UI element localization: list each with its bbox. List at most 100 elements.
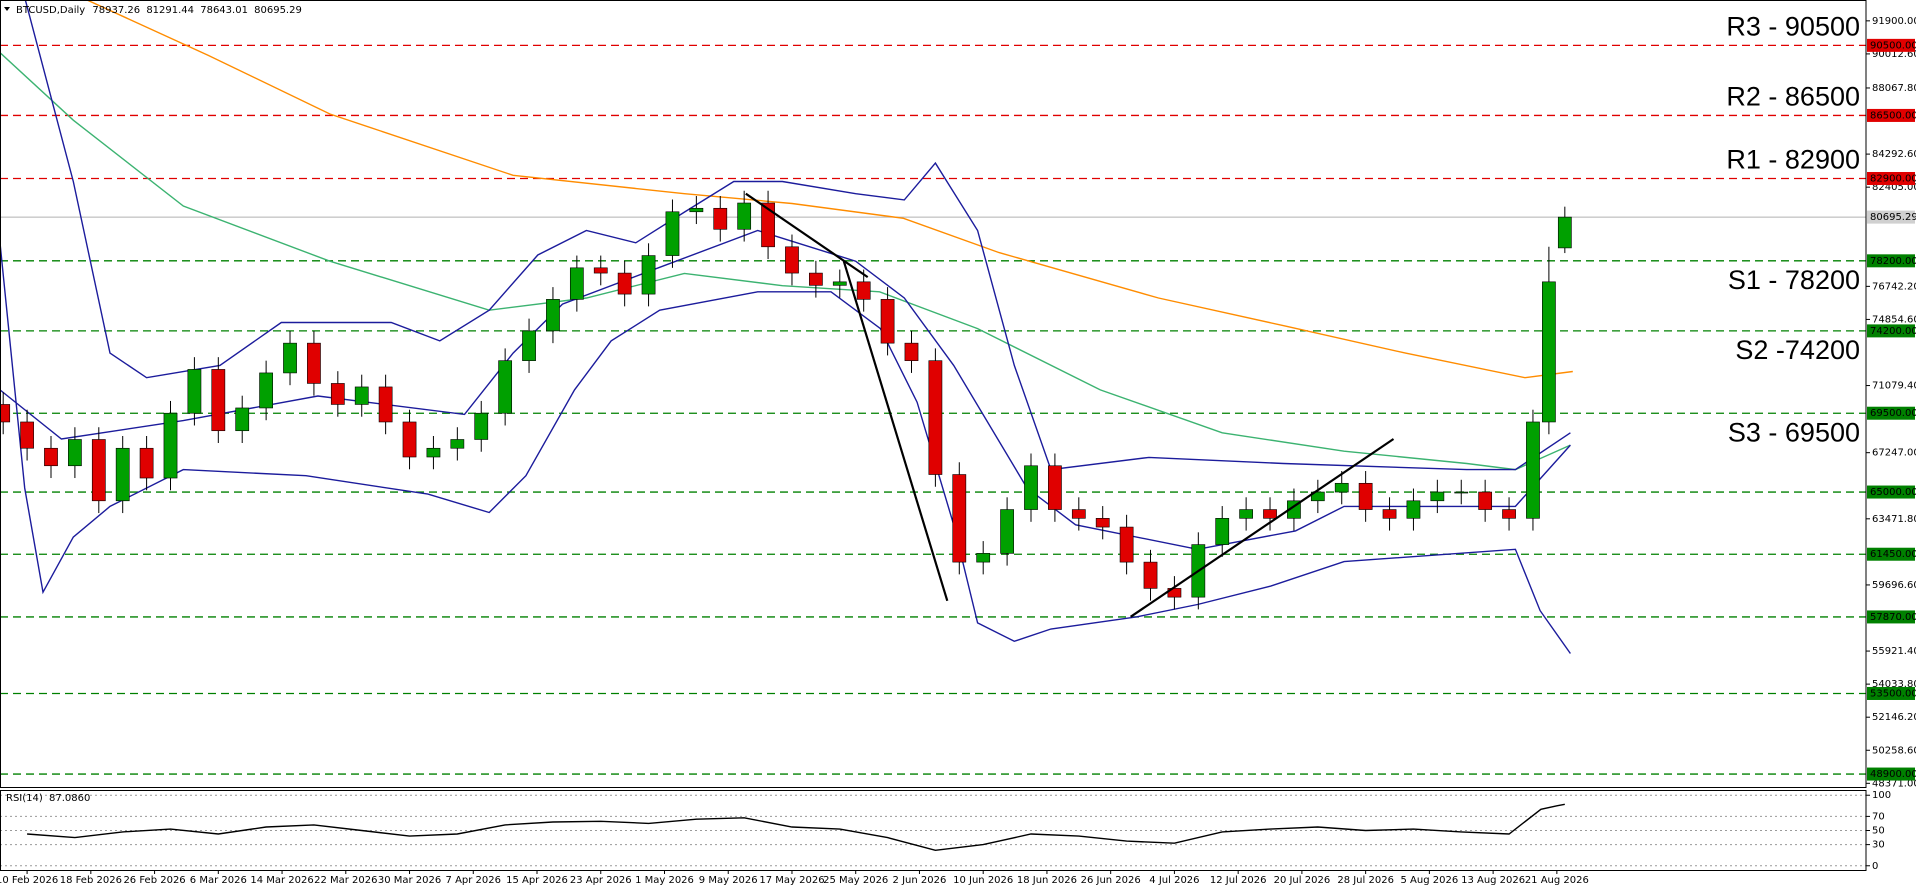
candle-body [856,281,871,300]
open-value: 78937.26 [92,5,140,16]
candle-body [187,369,202,414]
candle-body [904,342,919,361]
candle-body [737,202,752,230]
candle-body [1430,491,1445,502]
candle-body [1542,281,1556,423]
x-tick-label: 18 Jun 2026 [1017,875,1077,886]
level-tag-label: 82900.00 [1870,173,1916,184]
candle-body [665,211,680,256]
y-tick-label: 63471.80 [1872,514,1916,525]
level-tag-label: 86500.00 [1870,110,1916,121]
level-note: R1 - 82900 [1726,145,1860,175]
level-tag [1867,254,1915,268]
y-tick-label: 50258.60 [1872,745,1916,756]
chart-title: BTCUSD,Daily 78937.26 81291.44 78643.01 … [16,5,302,16]
x-tick-label: 21 Aug 2026 [1525,875,1589,886]
candle-body [522,330,536,361]
x-tick-label: 20 Jul 2026 [1274,875,1331,886]
level-tag-label: 69500.00 [1870,408,1916,419]
x-tick-label: 12 Jul 2026 [1210,875,1267,886]
candle-body [20,421,34,449]
candle-body [1119,526,1134,563]
indicator-line [0,52,1571,471]
candle-body [809,272,823,286]
y-tick-label: 54033.80 [1872,679,1916,690]
y-tick-label: 67247.00 [1872,448,1916,459]
candle-body [283,342,297,374]
x-tick-label: 4 Jul 2026 [1149,875,1199,886]
x-tick-label: 5 Aug 2026 [1401,875,1459,886]
candle-body [976,553,991,563]
candle-body [1071,509,1086,519]
candle-body [1048,465,1062,510]
level-tag [1867,767,1915,781]
candle-body [1215,518,1230,545]
level-tag [1867,547,1915,561]
candle-body [1557,216,1572,249]
candle-body [761,202,775,248]
candle-body [1454,491,1469,494]
indicator-line [0,229,1571,551]
candle-body [1239,509,1253,519]
rsi-name: RSI(14) [6,793,43,804]
x-tick-label: 9 May 2026 [699,875,758,886]
candle-body [44,447,58,467]
level-tag [1867,686,1915,700]
level-tag [1867,171,1915,185]
x-tick-label: 14 Mar 2026 [250,875,313,886]
y-tick-label: 76742.20 [1872,281,1916,292]
close-value: 80695.29 [254,5,302,16]
y-tick-label: 88067.80 [1872,83,1916,94]
rsi-y-tick-label: 50 [1872,826,1885,837]
x-tick-label: 17 May 2026 [759,875,824,886]
level-tag [1867,406,1915,420]
candle-body [307,342,321,384]
x-tick-label: 13 Aug 2026 [1461,875,1525,886]
candle-body [354,386,369,405]
candle-body [450,439,465,449]
candle-body [1382,509,1397,519]
rsi-y-tick-label: 100 [1872,790,1891,801]
level-tag-label: 78200.00 [1870,256,1916,267]
x-tick-label: 1 May 2026 [635,875,694,886]
x-tick-label: 23 Apr 2026 [570,875,632,886]
level-tag-label: 65000.00 [1870,487,1916,498]
level-note: R3 - 90500 [1726,11,1860,41]
x-tick-label: 18 Feb 2026 [60,875,122,886]
x-tick-label: 26 Jun 2026 [1081,875,1141,886]
symbol: BTCUSD,Daily [16,5,85,16]
candle-body [115,447,130,502]
candle-body [1095,518,1110,528]
level-tag-label: 48900.00 [1870,769,1916,780]
rsi-y-tick-label: 0 [1872,861,1878,872]
x-tick-label: 2 Jun 2026 [893,875,947,886]
candle-body [1310,491,1325,502]
candle-body [68,439,82,467]
candle-body [163,412,178,479]
candle-body [1263,509,1277,519]
candle-body [330,383,345,405]
candle-body [617,272,632,295]
y-tick-label: 52146.20 [1872,712,1916,723]
candle-body [402,421,417,458]
x-tick-label: 10 Jun 2026 [953,875,1013,886]
level-note: S1 - 78200 [1728,265,1860,295]
candle-body [1502,509,1516,519]
rsi-pane [0,794,1866,867]
level-tag-label: 57870.00 [1870,612,1916,623]
y-tick-label: 84292.60 [1872,149,1916,160]
candle-body [378,386,393,423]
candle-body [0,404,11,423]
candle-body [498,360,513,414]
level-tag-label: 90500.00 [1870,40,1916,51]
x-tick-label: 6 Mar 2026 [190,875,247,886]
y-tick-label: 91900.00 [1872,16,1916,27]
level-tag [1867,610,1915,624]
x-tick-label: 15 Apr 2026 [506,875,568,886]
candle-body [1478,491,1493,510]
candle-body [211,369,226,432]
candle-body [593,267,608,274]
y-tick-label: 59696.60 [1872,580,1916,591]
